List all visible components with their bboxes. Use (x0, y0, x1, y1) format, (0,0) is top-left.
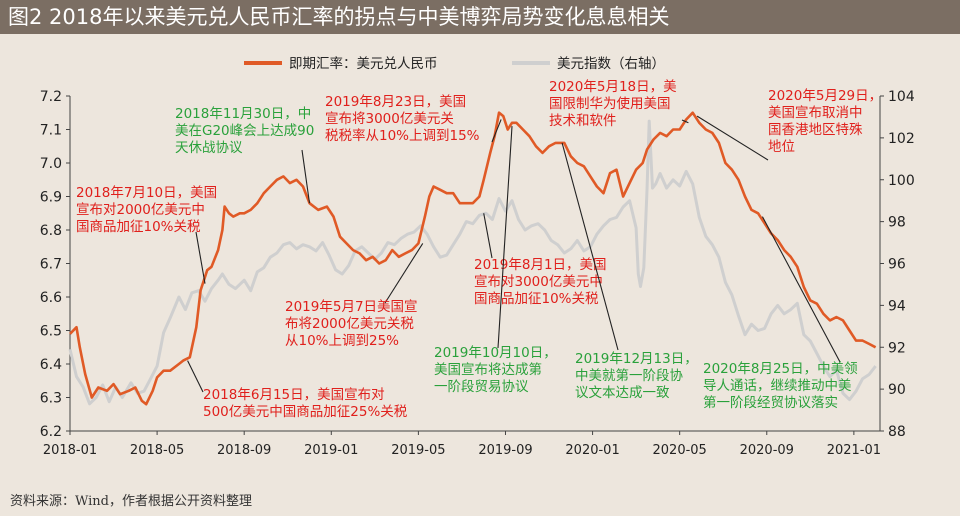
annotation-line: 导人通话，继续推动中美 (703, 378, 852, 394)
annotation-line: 税税率从10%上调到15% (325, 127, 480, 144)
annotations: 2018年7月10日，美国宣布对2000亿美元中国商品加征10%关税2018年6… (76, 79, 882, 420)
annotation-leader (561, 142, 619, 351)
annotation-line: 美国宣布将达成第 (434, 361, 542, 378)
y-left-tick-label: 6.7 (40, 257, 62, 273)
x-tick-label: 2020-01 (565, 443, 619, 458)
dxy-line (68, 119, 877, 406)
x-tick-label: 2018-05 (130, 443, 184, 458)
x-tick-label: 2018-09 (217, 443, 271, 458)
annotation-line: 500亿美元中国商品加征25%关税 (203, 404, 408, 420)
annotation-leader (195, 231, 206, 284)
legend-fx-label: 即期汇率：美元兑人民币 (289, 55, 438, 72)
legend: 即期汇率：美元兑人民币 美元指数（右轴） (244, 55, 665, 72)
annotation-line: 技术和软件 (549, 113, 617, 129)
y-right-tick-label: 94 (888, 298, 906, 314)
y-left-tick-label: 7.1 (40, 123, 62, 139)
chart-title: 图2 2018年以来美元兑人民币汇率的拐点与中美博弈局势变化息息相关 (0, 0, 960, 34)
y-left-tick-label: 6.8 (40, 223, 62, 239)
y-right-tick-label: 100 (888, 173, 915, 189)
annotation-text: 2019年5月7日美国宣布将2000亿美元关税从10%上调到25% (285, 299, 418, 349)
source-note: 资料来源：Wind，作者根据公开资料整理 (10, 494, 252, 509)
annotation-leader (491, 119, 502, 143)
annotation-line: 2020年5月29日， (768, 88, 882, 104)
annotation-line: 国香港地区特殊 (768, 122, 863, 138)
annotation-leader (384, 243, 424, 304)
annotation-line: 2019年8月1日，美国 (474, 257, 607, 273)
annotation-line: 2019年12月13日， (575, 351, 698, 367)
y-right-tick-label: 104 (888, 89, 915, 105)
x-tick-label: 2018-01 (43, 443, 97, 458)
annotation-line: 中美就第一阶段协 (575, 367, 683, 384)
y-right-tick-label: 96 (888, 257, 906, 273)
grid-and-axes (66, 95, 884, 435)
annotation-text: 2020年5月18日，美国限制华为使用美国技术和软件 (549, 79, 677, 129)
y-right-tick-label: 88 (888, 424, 906, 440)
annotation-line: 2018年6月15日，美国宣布对 (203, 387, 385, 403)
annotation-line: 2020年8月25日，中美领 (703, 361, 858, 377)
annotation-line: 天休战协议 (175, 140, 243, 156)
x-tick-label: 2020-05 (653, 443, 707, 458)
annotation-line: 2018年11月30日，中 (175, 106, 311, 122)
annotation-leader (696, 115, 769, 161)
y-right-tick-label: 92 (888, 340, 906, 356)
annotation-text: 2018年6月15日，美国宣布对 500亿美元中国商品加征25%关税 (203, 387, 408, 420)
annotation-line: 布将2000亿美元关税 (285, 316, 414, 332)
annotation-line: 2019年5月7日美国宣 (285, 299, 418, 315)
annotation-line: 2020年5月18日，美 (549, 79, 677, 95)
annotation-text: 2019年8月23日，美国宣布将3000亿美元关税税率从10%上调到15% (325, 94, 480, 144)
annotation-line: 美在G20峰会上达成90 (175, 123, 314, 139)
y-left-tick-label: 6.6 (40, 290, 62, 306)
annotation-text: 2019年8月1日，美国宣布对3000亿美元中国商品加征10%关税 (474, 257, 607, 307)
y-right-tick-label: 90 (888, 382, 906, 398)
x-tick-label: 2021-01 (827, 443, 881, 458)
annotation-leader (497, 126, 513, 349)
annotation-leader (681, 119, 689, 124)
y-left-tick-label: 6.5 (40, 324, 62, 340)
x-tick-label: 2019-01 (304, 443, 358, 458)
x-tick-label: 2019-05 (391, 443, 445, 458)
annotation-line: 宣布对2000亿美元中 (76, 202, 205, 218)
annotation-leader (187, 360, 204, 393)
annotation-leader (483, 213, 493, 259)
annotation-line: 2018年7月10日，美国 (76, 185, 217, 201)
annotation-line: 从10%上调到25% (285, 333, 399, 349)
annotation-text: 2019年12月13日，中美就第一阶段协议文本达成一致 (575, 351, 698, 401)
y-left-tick-label: 6.9 (40, 190, 62, 206)
annotation-text: 2019年10月10日，美国宣布将达成第一阶段贸易协议 (434, 345, 557, 395)
annotation-line: 2019年8月23日，美国 (325, 94, 466, 110)
y-right-tick-label: 98 (888, 215, 906, 231)
annotation-leader (301, 149, 311, 204)
y-left-tick-label: 6.4 (40, 357, 62, 373)
annotation-line: 一阶段贸易协议 (434, 379, 529, 395)
annotation-line: 地位 (768, 139, 795, 155)
axis-labels: 6.2 6.3 6.4 6.5 6.6 6.7 6.8 6.9 7.0 7.1 7.2 88 90 92 9… (40, 89, 915, 458)
chart-canvas: 即期汇率：美元兑人民币 美元指数（右轴） 2018年7月10日，美国宣布对2000… (40, 55, 915, 458)
annotation-line: 第一阶段经贸协议落实 (703, 394, 838, 411)
x-tick-label: 2019-09 (478, 443, 532, 458)
y-right-tick-label: 102 (888, 131, 915, 147)
annotation-line: 议文本达成一致 (575, 385, 670, 401)
y-left-tick-label: 6.3 (40, 391, 62, 407)
y-left-tick-label: 6.2 (40, 424, 62, 440)
annotation-line: 国商品加征10%关税 (474, 291, 599, 307)
annotation-line: 宣布对3000亿美元中 (474, 274, 603, 290)
annotation-text: 2020年8月25日，中美领导人通话，继续推动中美第一阶段经贸协议落实 (703, 361, 858, 411)
legend-dxy-label: 美元指数（右轴） (557, 56, 665, 72)
annotation-line: 宣布将3000亿美元关 (325, 111, 454, 127)
y-left-tick-label: 7.0 (40, 156, 62, 172)
annotation-text: 2020年5月29日，美国宣布取消中国香港地区特殊地位 (768, 88, 882, 155)
y-left-tick-label: 7.2 (40, 89, 62, 105)
x-tick-label: 2020-09 (740, 443, 794, 458)
annotation-line: 2019年10月10日， (434, 345, 557, 361)
annotation-line: 美国宣布取消中 (768, 105, 863, 121)
annotation-text: 2018年11月30日，中美在G20峰会上达成90 天休战协议 (175, 106, 314, 156)
series-dxy (68, 119, 877, 406)
annotation-line: 国商品加征10%关税 (76, 219, 201, 235)
annotation-text: 2018年7月10日，美国宣布对2000亿美元中国商品加征10%关税 (76, 185, 217, 235)
annotation-leader (761, 216, 841, 363)
annotation-line: 国限制华为使用美国 (549, 95, 671, 112)
